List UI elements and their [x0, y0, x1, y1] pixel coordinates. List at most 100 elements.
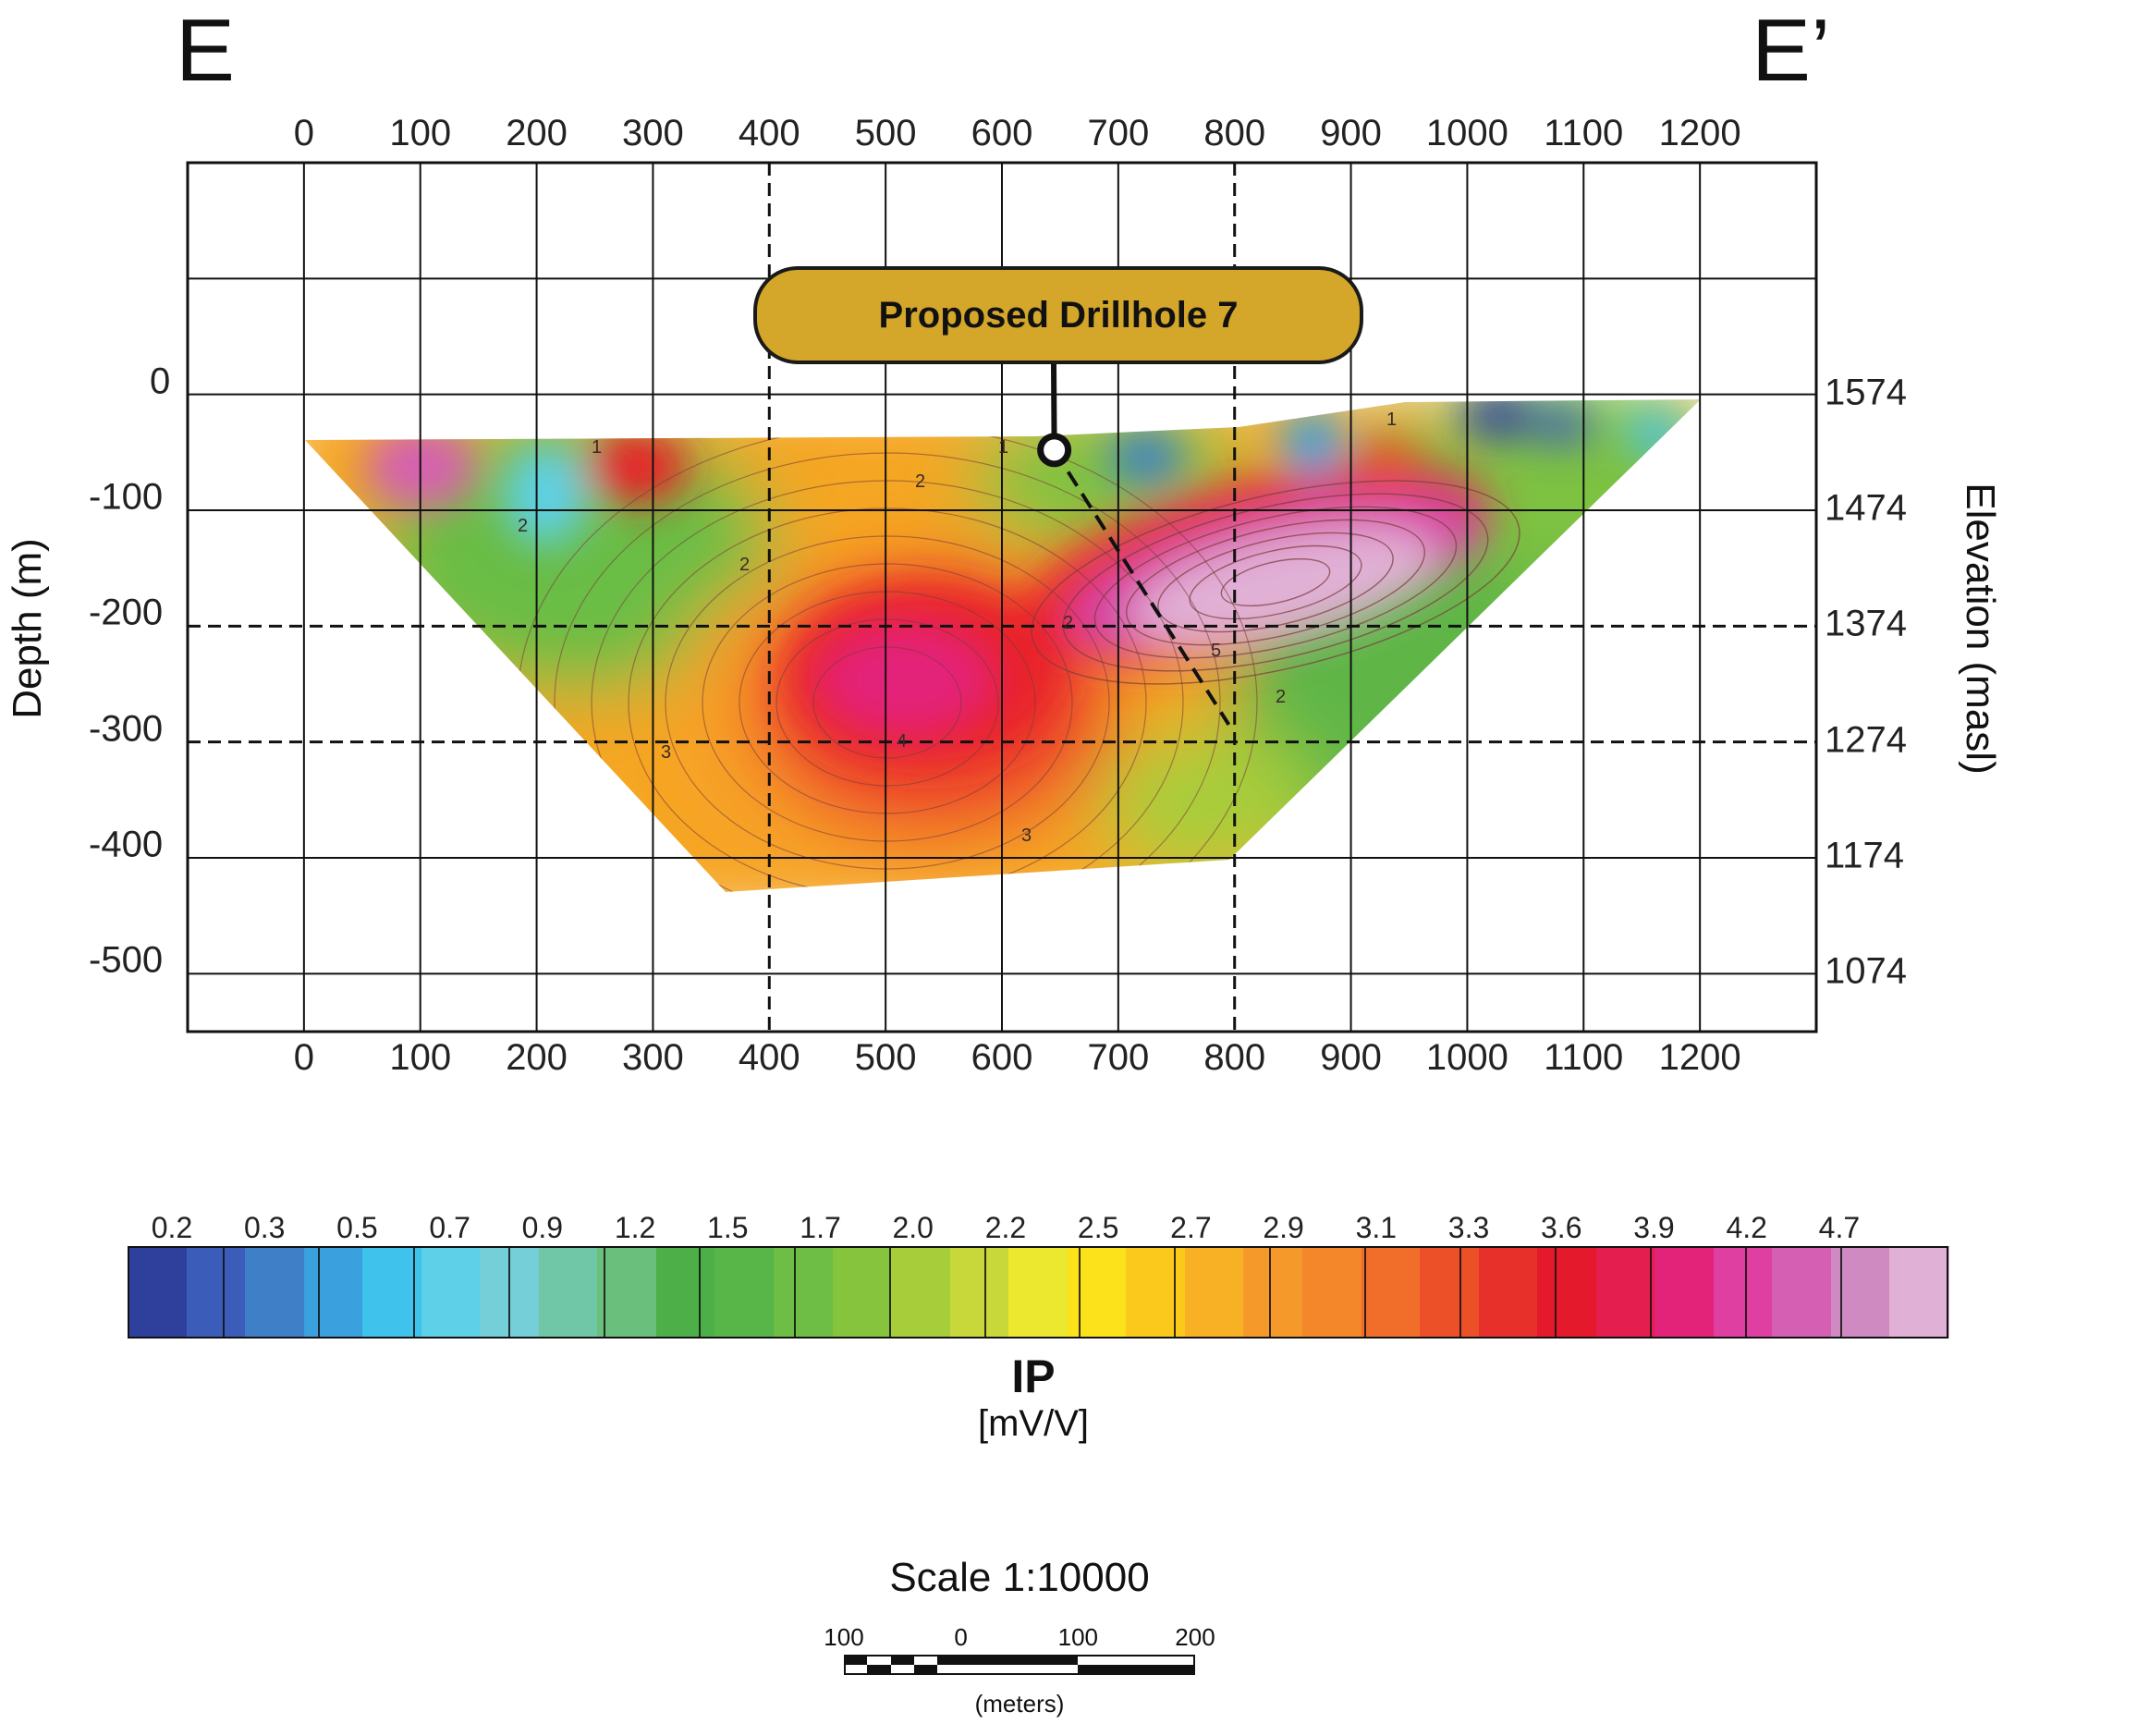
colorbar-divider — [1555, 1246, 1557, 1339]
x-tick-label: 200 — [506, 1037, 568, 1078]
colorbar-tick-label: 3.6 — [1541, 1211, 1582, 1244]
colorbar-tick-label: 1.5 — [707, 1211, 749, 1244]
ip-contours — [517, 424, 1520, 892]
colorbar-swatch — [303, 1246, 364, 1339]
y2-tick-label: 1174 — [1825, 835, 1905, 876]
colorbar-tick-label: 0.2 — [151, 1211, 193, 1244]
colorbar-swatch — [891, 1246, 951, 1339]
colorbar-swatch — [245, 1246, 305, 1339]
contour-label: 4 — [897, 731, 907, 752]
contour-label: 5 — [1211, 641, 1221, 661]
colorbar-divider — [1459, 1246, 1462, 1339]
contour-label: 1 — [1386, 410, 1397, 430]
scale-title: Scale 1:10000 — [889, 1555, 1150, 1600]
colorbar-swatch — [421, 1246, 482, 1339]
colorbar-swatch — [1889, 1246, 1949, 1339]
scale-tick-label: 0 — [954, 1623, 968, 1651]
scale-segment — [844, 1665, 868, 1675]
colorbar-swatch — [538, 1246, 599, 1339]
y-tick-label: 0 — [150, 361, 171, 402]
colorbar-tick-label: 0.3 — [243, 1211, 286, 1244]
y2-tick-label: 1374 — [1825, 603, 1907, 644]
contour-label: 3 — [1021, 825, 1032, 846]
x-tick-label: 200 — [506, 113, 568, 153]
y-tick-label: -500 — [89, 939, 164, 981]
colorbar-tick-label: 2.0 — [892, 1211, 934, 1244]
colorbar-tick-label: 0.5 — [336, 1211, 378, 1244]
x-tick-label: 1100 — [1544, 1037, 1624, 1078]
colorbar-tick-label: 3.1 — [1355, 1211, 1398, 1244]
scale-segment — [890, 1665, 914, 1675]
scale-segment — [914, 1665, 938, 1675]
section-start-label: E — [176, 1, 236, 100]
colorbar-divider — [222, 1246, 225, 1339]
grid — [188, 163, 1816, 1032]
colorbar-frame — [128, 1246, 1948, 1339]
x-tick-label: 900 — [1320, 1037, 1382, 1078]
x-tick-label: 100 — [389, 1037, 452, 1078]
y-tick-label: -200 — [89, 592, 164, 633]
drillhole-trace — [1037, 363, 1231, 726]
y-tick-label: -300 — [89, 708, 164, 750]
colorbar-swatch — [1537, 1246, 1597, 1339]
proposed-drillhole-callout: Proposed Drillhole 7 — [753, 266, 1363, 364]
x-tick-label: 500 — [854, 1037, 917, 1078]
contour-label: 1 — [592, 437, 602, 458]
colorbar-tick-label: 4.2 — [1726, 1211, 1767, 1244]
colorbar-tick-label: 3.9 — [1633, 1211, 1675, 1244]
colorbar-swatch — [714, 1246, 775, 1339]
colorbar-tick-label: 1.7 — [800, 1211, 841, 1244]
colorbar-swatch — [1067, 1246, 1128, 1339]
x-tick-label: 1100 — [1544, 113, 1624, 153]
colorbar-tick-label: 0.9 — [521, 1211, 564, 1244]
x-tick-label: 400 — [738, 1037, 800, 1078]
colorbar-tick-label: 1.2 — [614, 1211, 656, 1244]
colorbar-divider — [888, 1246, 891, 1339]
scale-segment — [867, 1655, 891, 1665]
colorbar-swatch — [1772, 1246, 1832, 1339]
colorbar-swatch — [186, 1246, 247, 1339]
scale-unit: (meters) — [974, 1690, 1065, 1718]
x-tick-label: 900 — [1320, 113, 1382, 153]
contour-label: 3 — [661, 742, 671, 763]
colorbar-title: IP — [1011, 1351, 1056, 1402]
contour-label: 2 — [1063, 613, 1073, 633]
colorbar-swatch — [1301, 1246, 1362, 1339]
x-tick-label: 100 — [389, 113, 452, 153]
colorbar-swatch — [1478, 1246, 1539, 1339]
colorbar-swatch — [1595, 1246, 1656, 1339]
scale-segment — [844, 1655, 868, 1665]
y-tick-label: -400 — [89, 824, 164, 865]
section-end-label: E’ — [1752, 1, 1831, 100]
scale-tick-label: 100 — [824, 1623, 864, 1651]
contour-label: 2 — [739, 555, 750, 575]
y2-tick-label: 1074 — [1825, 950, 1907, 992]
scale-segment — [937, 1665, 961, 1675]
contour-label: 2 — [518, 516, 528, 536]
x-tick-label: 600 — [971, 113, 1033, 153]
colorbar-swatch — [1243, 1246, 1303, 1339]
colorbar-tick-label: 4.7 — [1818, 1211, 1861, 1244]
colorbar-divider — [698, 1246, 701, 1339]
colorbar-swatch — [1008, 1246, 1068, 1339]
colorbar-divider — [1174, 1246, 1177, 1339]
drillhole-collar — [1037, 433, 1072, 468]
y2-axis-title: Elevation (masl) — [1958, 483, 2003, 775]
drillhole-path — [1052, 448, 1231, 726]
colorbar-swatch — [1654, 1246, 1715, 1339]
scale-tick-label: 100 — [1057, 1623, 1099, 1651]
x-tick-label: 1000 — [1425, 1037, 1508, 1078]
colorbar-divider — [412, 1246, 415, 1339]
colorbar-swatch — [362, 1246, 422, 1339]
x-tick-label: 300 — [622, 113, 684, 153]
y2-tick-label: 1474 — [1825, 487, 1907, 529]
y2-tick-label: 1574 — [1825, 372, 1907, 413]
colorbar-divider — [1079, 1246, 1081, 1339]
colorbar-divider — [1650, 1246, 1653, 1339]
x-tick-label: 700 — [1087, 113, 1150, 153]
x-tick-label: 800 — [1203, 113, 1266, 153]
contour-label: 1 — [998, 437, 1008, 458]
colorbar-swatch — [128, 1246, 188, 1339]
colorbar-divider — [1745, 1246, 1748, 1339]
